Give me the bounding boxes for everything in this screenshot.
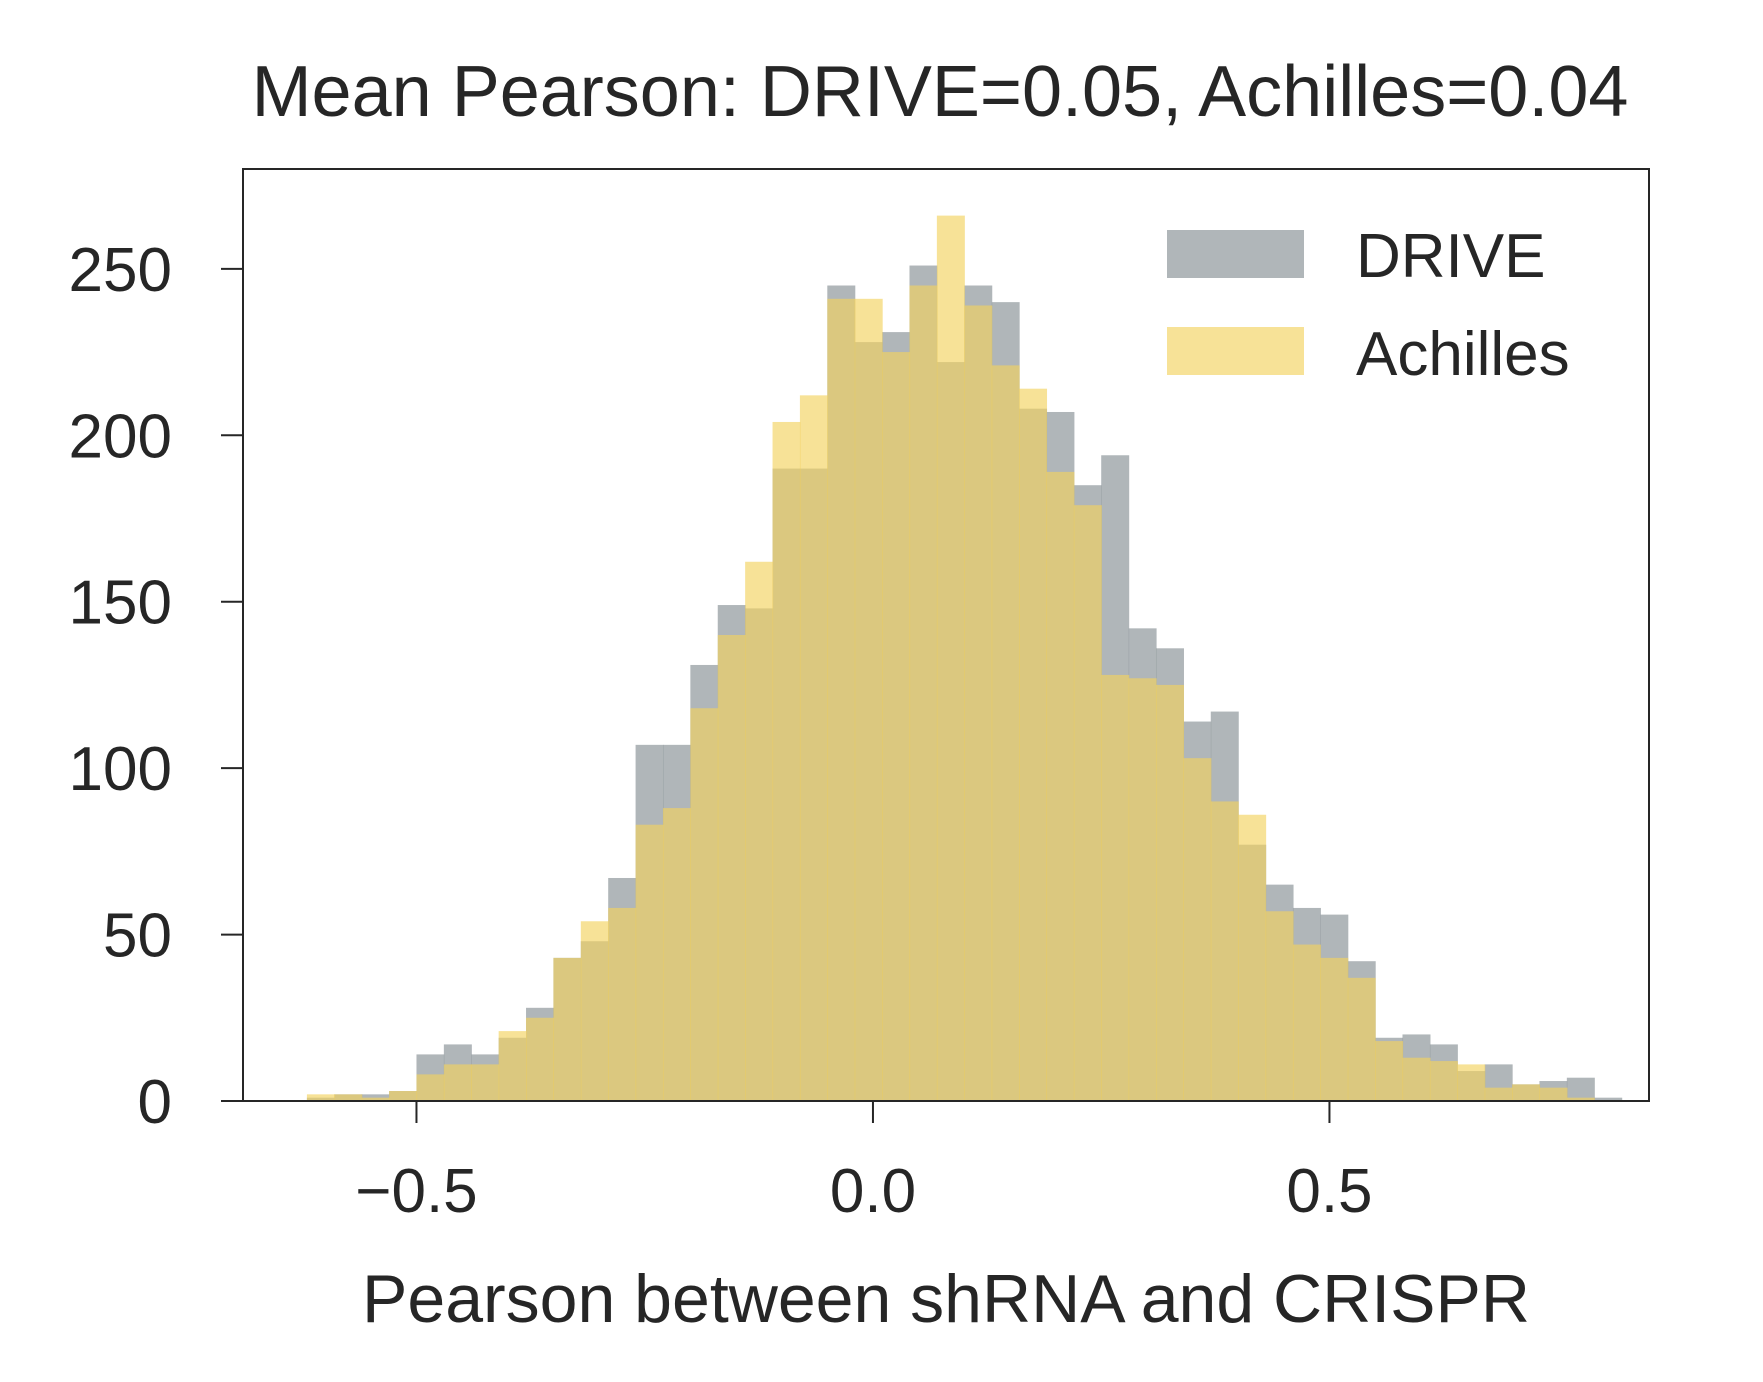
bar-achilles (1347, 977, 1376, 1101)
bar-achilles (827, 298, 856, 1101)
bar-achilles (1375, 1041, 1404, 1101)
bar-achilles (1101, 674, 1130, 1101)
bar-achilles (1429, 1061, 1458, 1101)
bar-achilles (690, 708, 719, 1101)
bar-achilles (1238, 814, 1267, 1101)
y-tick-label: 100 (69, 735, 172, 804)
bar-drive (1594, 1097, 1623, 1101)
legend: DRIVE Achilles (1167, 222, 1570, 389)
bar-achilles (1457, 1064, 1486, 1101)
bar-achilles (717, 635, 746, 1101)
bar-achilles (1566, 1097, 1595, 1101)
bar-achilles (1210, 801, 1239, 1101)
bar-achilles (389, 1091, 418, 1101)
bar-achilles (991, 365, 1020, 1101)
bar-achilles (1183, 758, 1212, 1101)
bar-achilles (1512, 1084, 1541, 1101)
bar-achilles (882, 352, 911, 1101)
histogram-bars (306, 215, 1623, 1102)
bar-achilles (1484, 1087, 1513, 1101)
bar-achilles (662, 808, 691, 1101)
legend-swatch-drive (1167, 230, 1304, 278)
bar-achilles (1402, 1057, 1431, 1101)
x-tick-label: 0.5 (1286, 1157, 1372, 1226)
bar-achilles (936, 215, 965, 1102)
bar-achilles (416, 1074, 445, 1101)
x-tick-label: 0.0 (830, 1157, 916, 1226)
y-tick-label: 150 (69, 569, 172, 638)
bar-achilles (498, 1031, 527, 1101)
bar-achilles (334, 1094, 363, 1101)
bar-drive (361, 1094, 390, 1101)
bar-achilles (772, 421, 801, 1102)
legend-label-drive: DRIVE (1356, 222, 1545, 291)
bar-achilles (361, 1097, 390, 1101)
legend-label-achilles: Achilles (1356, 320, 1570, 389)
bar-achilles (635, 824, 664, 1101)
y-tick-label: 250 (69, 236, 172, 305)
bar-achilles (1128, 678, 1157, 1101)
bar-achilles (1073, 505, 1102, 1101)
bar-achilles (1539, 1087, 1568, 1101)
x-axis: −0.5 0.0 0.5 (355, 1101, 1373, 1226)
bar-achilles (553, 957, 582, 1101)
y-axis: 0 50 100 150 200 250 (69, 236, 243, 1137)
bar-achilles (1155, 684, 1184, 1101)
y-tick-label: 0 (138, 1068, 172, 1137)
bar-achilles (608, 907, 637, 1101)
chart-title: Mean Pearson: DRIVE=0.05, Achilles=0.04 (252, 52, 1629, 132)
x-axis-label: Pearson between shRNA and CRISPR (362, 1261, 1530, 1337)
plot-frame (242, 168, 1650, 1102)
bar-drive (1566, 1077, 1595, 1101)
bar-achilles (471, 1064, 500, 1101)
bar-achilles (306, 1094, 335, 1101)
bar-achilles (1019, 388, 1048, 1101)
bar-achilles (1265, 911, 1294, 1101)
bar-achilles (1320, 957, 1349, 1101)
bar-achilles (854, 298, 883, 1101)
y-tick-label: 50 (103, 902, 172, 971)
x-tick-label: −0.5 (355, 1157, 477, 1226)
bar-achilles (526, 1017, 555, 1101)
bar-achilles (964, 305, 993, 1102)
legend-swatch-achilles (1167, 327, 1304, 375)
bar-achilles (799, 395, 828, 1102)
bar-achilles (745, 561, 774, 1101)
bar-achilles (1046, 471, 1075, 1101)
bar-achilles (580, 921, 609, 1101)
bar-achilles (909, 285, 938, 1101)
y-tick-label: 200 (69, 402, 172, 471)
series-achilles (306, 215, 1595, 1102)
bar-achilles (443, 1064, 472, 1101)
bar-achilles (1292, 944, 1321, 1101)
